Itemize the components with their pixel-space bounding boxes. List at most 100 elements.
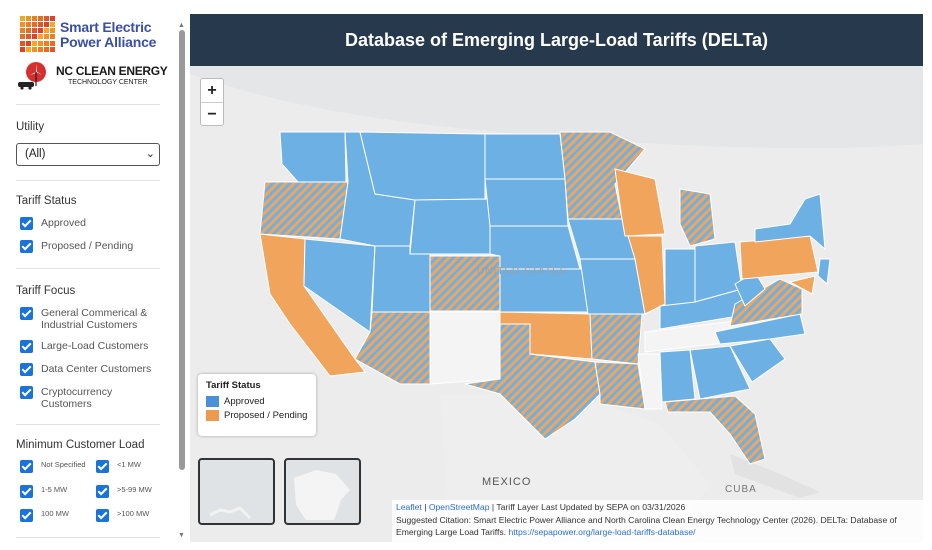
zoom-out-button[interactable]: − [207,106,217,123]
checkbox-label: >5-99 MW [117,485,152,494]
state-montana [359,131,486,201]
nccetc-logo-line2: TECHNOLOGY CENTER [68,79,148,86]
checkbox-data-center[interactable]: Data Center Customers [20,363,161,376]
sepa-logo-mark [20,16,56,52]
checkbox-lt-1mw[interactable]: <1 MW [96,460,177,473]
nccetc-logo-mark [18,62,46,90]
scroll-up-icon[interactable]: ▲ [178,22,185,29]
utility-select-value: (All) [25,148,46,160]
scroll-down-icon[interactable]: ▼ [178,532,185,539]
chevron-down-icon: ⌄ [145,148,155,160]
checkbox-checked-icon[interactable] [96,509,109,522]
zoom-in-button[interactable]: + [201,79,223,103]
tariff-focus-label: Tariff Focus [16,285,76,297]
attribution-separator: | [421,502,429,512]
state-nebraska [489,225,581,270]
mexico-label: MEXICO [482,476,532,488]
utility-select[interactable]: (All) ⌄ [16,143,160,166]
checkbox-label: Approved [41,217,86,229]
checkbox-checked-icon[interactable] [20,386,33,399]
state-pennsylvania [739,235,819,280]
state-oregon [259,181,349,240]
legend-label: Proposed / Pending [224,410,308,421]
sidebar-scrollbar[interactable]: ▲ ▼ [178,22,186,542]
legend-swatch-approved [206,396,219,407]
state-colorado [429,255,501,312]
checkbox-checked-icon[interactable] [20,340,33,353]
tariff-status-label: Tariff Status [16,195,77,207]
checkbox-proposed[interactable]: Proposed / Pending [20,240,161,253]
us-map[interactable] [190,14,923,542]
alaska-inset-map [209,506,252,520]
state-south-dakota [484,178,569,227]
map-panel[interactable]: UNITED STATES MEXICO CUBA Database of Em… [190,14,923,542]
checkbox-label: Large-Load Customers [41,340,149,352]
legend-item-approved: Approved [206,396,308,407]
checkbox-crypto[interactable]: Cryptocurrency Customers [20,386,131,410]
checkbox-checked-icon[interactable] [20,217,33,230]
hawaii-inset-map [294,470,350,520]
checkbox-label: <1 MW [117,460,141,469]
zoom-control: + − [200,78,224,126]
checkbox-label: Not Specified [41,460,86,469]
state-florida [664,395,766,465]
divider [16,268,160,269]
scrollbar-thumb[interactable] [179,30,185,470]
database-link[interactable]: https://sepapower.org/large-load-tariffs… [508,527,696,537]
checkbox-label: Proposed / Pending [41,240,134,252]
legend-swatch-proposed [206,410,219,421]
checkbox-checked-icon[interactable] [20,307,33,320]
checkbox-checked-icon[interactable] [96,485,109,498]
state-minnesota [559,131,646,220]
leaflet-link[interactable]: Leaflet [396,502,422,512]
state-new-york [754,193,826,251]
us-label: UNITED STATES [477,266,568,277]
last-updated-text: | Tariff Layer Last Updated by SEPA on 0… [489,502,686,512]
checkbox-not-specified[interactable]: Not Specified [20,460,101,473]
min-load-label: Minimum Customer Load [16,439,145,451]
nccetc-logo-line1: NC CLEAN ENERGY [56,64,168,78]
sepa-logo-line1: Smart Electric [60,19,152,35]
checkbox-approved[interactable]: Approved [20,217,161,230]
state-arkansas [589,313,643,365]
state-maryland [788,275,816,295]
legend-item-proposed: Proposed / Pending [206,410,308,421]
filter-sidebar: Smart Electric Power Alliance NC CLEAN E… [0,0,176,550]
checkbox-1-5mw[interactable]: 1-5 MW [20,485,101,498]
state-mississippi [637,353,663,410]
divider [16,424,160,425]
checkbox-label: 1-5 MW [41,485,68,494]
state-illinois [627,235,666,315]
alaska-inset[interactable] [198,458,275,525]
osm-link[interactable]: OpenStreetMap [428,502,490,512]
state-indiana [664,248,696,307]
checkbox-checked-icon[interactable] [20,485,33,498]
state-michigan [679,188,716,247]
checkbox-checked-icon[interactable] [20,240,33,253]
checkbox-large-load[interactable]: Large-Load Customers [20,340,161,353]
state-wyoming [409,198,491,255]
checkbox-label: Cryptocurrency Customers [41,386,113,410]
legend-title: Tariff Status [206,380,261,391]
checkbox-label: >100 MW [117,509,150,518]
checkbox-5-99mw[interactable]: >5-99 MW [96,485,177,498]
state-new-jersey [817,258,831,286]
checkbox-checked-icon[interactable] [20,460,33,473]
checkbox-checked-icon[interactable] [96,460,109,473]
sepa-logo-line2: Power Alliance [60,34,157,50]
state-north-dakota [484,133,566,180]
checkbox-checked-icon[interactable] [20,509,33,522]
state-new-mexico [429,311,501,385]
map-attribution: Leaflet | OpenStreetMap | Tariff Layer L… [392,500,923,542]
checkbox-general-ci[interactable]: General Commerical & Industrial Customer… [20,307,161,331]
divider [16,104,160,105]
utility-label: Utility [16,121,45,133]
nccetc-logo: NC CLEAN ENERGY TECHNOLOGY CENTER [16,60,168,92]
hawaii-inset[interactable] [284,458,361,525]
checkbox-gt-100mw[interactable]: >100 MW [96,509,177,522]
citation-text: Suggested Citation: Smart Electric Power… [396,514,897,538]
state-texas [464,323,601,440]
checkbox-checked-icon[interactable] [20,363,33,376]
checkbox-100mw[interactable]: 100 MW [20,509,101,522]
state-south-carolina [729,338,786,383]
